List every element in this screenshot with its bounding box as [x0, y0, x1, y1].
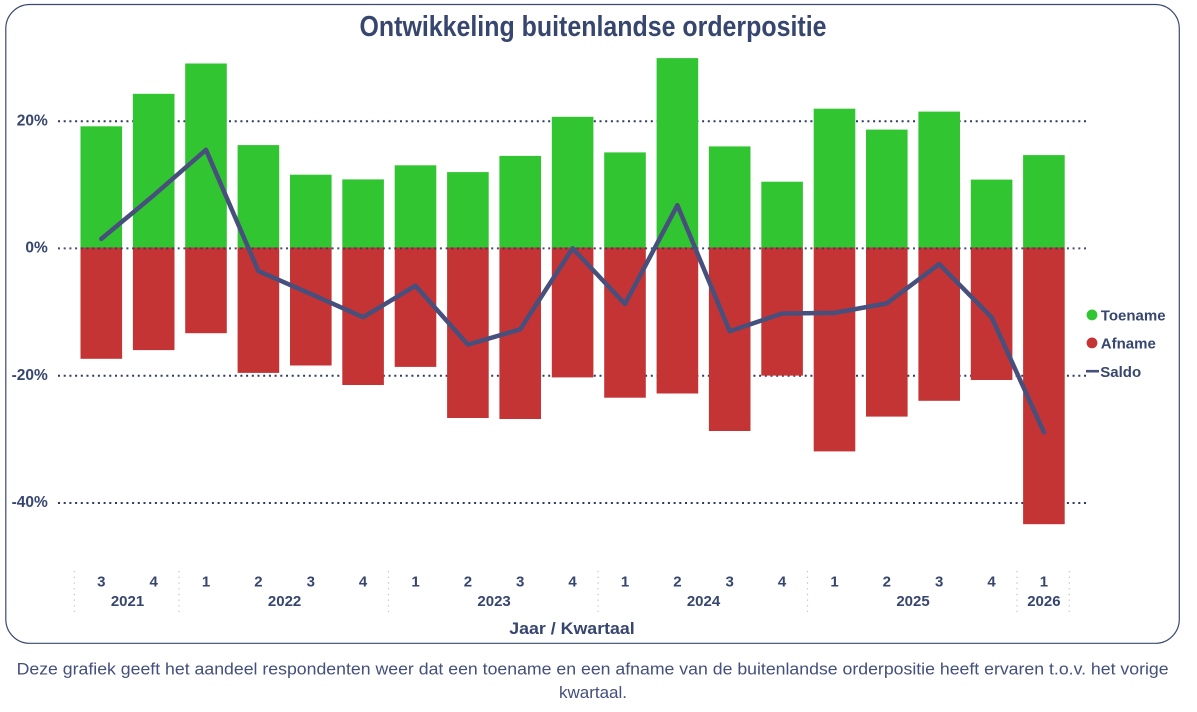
svg-text:3: 3	[935, 573, 943, 590]
svg-text:-20%: -20%	[12, 367, 48, 384]
svg-text:2: 2	[464, 573, 472, 590]
svg-text:4: 4	[150, 573, 159, 590]
svg-text:1: 1	[621, 573, 629, 590]
svg-text:3: 3	[307, 573, 315, 590]
svg-text:2021: 2021	[111, 593, 144, 610]
svg-text:Ontwikkeling buitenlandse orde: Ontwikkeling buitenlandse orderpositie	[360, 11, 827, 43]
svg-text:1: 1	[1040, 573, 1048, 590]
svg-text:kwartaal.: kwartaal.	[559, 683, 627, 702]
svg-text:Saldo: Saldo	[1100, 364, 1141, 381]
svg-text:2026: 2026	[1027, 593, 1060, 610]
svg-text:4: 4	[778, 573, 787, 590]
svg-text:2025: 2025	[896, 593, 929, 610]
svg-text:4: 4	[987, 573, 996, 590]
svg-text:Jaar / Kwartaal: Jaar / Kwartaal	[509, 619, 635, 638]
svg-text:Deze grafiek geeft het aandeel: Deze grafiek geeft het aandeel responden…	[17, 660, 1169, 679]
svg-text:Afname: Afname	[1101, 336, 1156, 353]
svg-text:2: 2	[883, 573, 891, 590]
svg-text:2: 2	[673, 573, 681, 590]
svg-text:-40%: -40%	[12, 494, 48, 511]
svg-text:3: 3	[726, 573, 734, 590]
svg-text:4: 4	[359, 573, 368, 590]
svg-text:1: 1	[830, 573, 838, 590]
svg-text:0%: 0%	[25, 240, 48, 257]
svg-text:2022: 2022	[268, 593, 301, 610]
svg-text:Toename: Toename	[1101, 308, 1166, 325]
svg-text:1: 1	[411, 573, 419, 590]
svg-text:3: 3	[516, 573, 524, 590]
svg-text:1: 1	[202, 573, 210, 590]
svg-text:20%: 20%	[17, 113, 48, 130]
svg-text:4: 4	[568, 573, 577, 590]
svg-text:2023: 2023	[477, 593, 510, 610]
svg-text:2: 2	[254, 573, 262, 590]
svg-text:3: 3	[97, 573, 105, 590]
svg-text:2024: 2024	[687, 593, 721, 610]
